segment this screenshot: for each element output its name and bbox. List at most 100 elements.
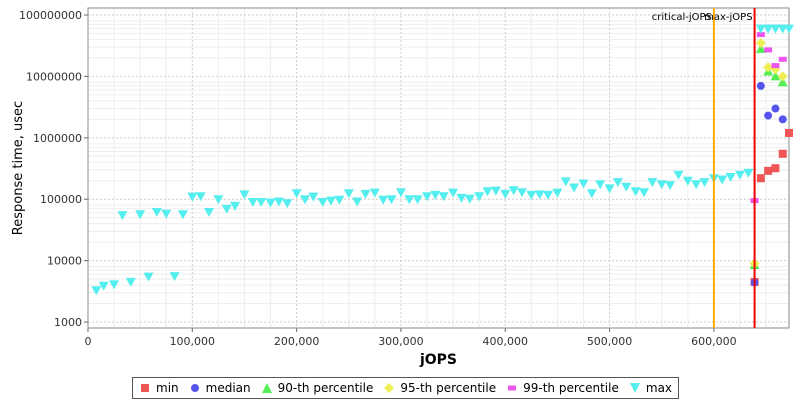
max-point: [273, 197, 284, 207]
min-point: [764, 166, 773, 175]
max-point: [386, 195, 397, 205]
max-point: [586, 189, 597, 199]
y-tick-label: 100000: [40, 193, 82, 206]
legend-label: median: [205, 381, 251, 395]
x-tick-label: 600,000: [691, 335, 737, 348]
y-tick-label: 100000000: [19, 9, 82, 22]
y-tick-label: 10000000: [26, 70, 82, 83]
max-point: [734, 170, 745, 180]
max-point: [482, 187, 493, 197]
max-point: [151, 207, 162, 217]
max-point: [169, 272, 180, 282]
max-point: [98, 281, 109, 291]
legend-item-median: median: [189, 381, 251, 395]
max-jops-label: max-jOPS: [704, 12, 752, 23]
max-point: [369, 188, 380, 198]
90-th-percentile-point: [755, 43, 766, 53]
max-point: [204, 207, 215, 217]
max-point: [717, 175, 728, 185]
max-point: [595, 180, 606, 190]
median-point: [764, 111, 773, 120]
95-th-percentile-point: [755, 37, 766, 48]
max-point: [291, 189, 302, 199]
max-point: [352, 197, 363, 207]
max-point: [784, 24, 794, 34]
legend-item-90-th-percentile: 90-th percentile: [261, 381, 374, 395]
legend-label: 90-th percentile: [277, 381, 374, 395]
x-tick-label: 500,000: [587, 335, 633, 348]
max-point: [456, 193, 467, 203]
max-point: [621, 182, 632, 192]
99-th-percentile-point: [764, 47, 773, 53]
max-point: [578, 179, 589, 189]
max-point: [334, 195, 345, 205]
max-point: [543, 190, 554, 200]
max-point: [656, 180, 667, 190]
chart-legend: min median 90-th percentile 95-th percentil…: [132, 377, 680, 399]
min-point: [778, 149, 787, 158]
max-point: [343, 189, 354, 199]
median-point: [756, 81, 765, 90]
legend-swatch: [141, 384, 149, 392]
median-point: [771, 104, 780, 113]
max-point: [560, 177, 571, 187]
max-point: [777, 24, 788, 34]
max-point: [299, 195, 310, 205]
max-point: [282, 199, 293, 209]
90-th-percentile-point: [777, 77, 788, 87]
y-axis-title: Response time, usec: [11, 101, 26, 235]
max-point: [412, 195, 423, 205]
x-tick-label: 400,000: [483, 335, 529, 348]
max-point: [639, 188, 650, 198]
legend-swatch: [261, 383, 272, 393]
legend-swatch: [384, 383, 395, 393]
max-point: [378, 195, 389, 205]
x-axis-title: jOPS: [419, 352, 457, 368]
max-point: [395, 188, 406, 198]
max-point: [508, 186, 519, 196]
max-point: [125, 277, 136, 287]
legend-swatch: [508, 385, 517, 391]
max-point: [221, 204, 232, 214]
max-point: [143, 272, 154, 282]
max-point: [770, 24, 781, 34]
max-point: [265, 198, 276, 208]
legend-swatch: [629, 383, 640, 393]
90-th-percentile-point: [770, 71, 781, 81]
y-tick-label: 1000000: [33, 132, 82, 145]
max-point: [256, 198, 267, 208]
max-point: [117, 211, 128, 221]
legend-item-min: min: [139, 381, 179, 395]
95-th-percentile-point: [763, 62, 774, 73]
max-point: [464, 194, 475, 204]
max-point: [474, 192, 485, 202]
min-point: [756, 174, 765, 183]
median-point: [778, 115, 787, 124]
95-th-percentile-point: [777, 71, 788, 82]
max-point: [430, 190, 441, 200]
max-point: [490, 186, 501, 196]
max-point: [755, 24, 766, 34]
max-point: [534, 190, 545, 200]
y-tick-label: 1000: [54, 316, 82, 329]
y-tick-label: 10000: [47, 255, 82, 268]
critical-jops-label: critical-jOPS: [652, 12, 712, 23]
max-point: [317, 198, 328, 208]
max-point: [109, 280, 120, 290]
x-tick-label: 100,000: [170, 335, 216, 348]
max-point: [161, 209, 172, 219]
max-point: [239, 190, 250, 200]
max-point: [422, 192, 433, 202]
min-point: [771, 164, 780, 173]
max-point: [665, 181, 676, 191]
max-point: [647, 178, 658, 188]
legend-label: max: [645, 381, 673, 395]
max-point: [247, 198, 258, 208]
legend-label: 99-th percentile: [523, 381, 619, 395]
max-point: [308, 192, 319, 202]
max-point: [604, 184, 615, 194]
max-point: [404, 195, 415, 205]
max-point: [177, 210, 188, 220]
max-point: [360, 189, 371, 199]
x-tick-label: 200,000: [274, 335, 320, 348]
